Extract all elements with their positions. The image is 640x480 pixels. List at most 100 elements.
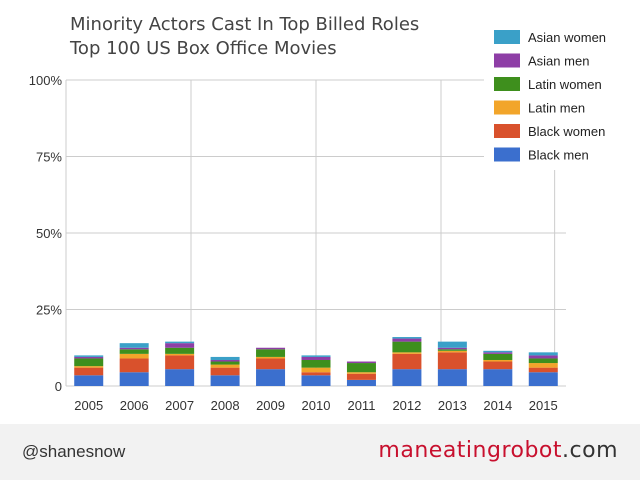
bar-segment-latin-women	[165, 347, 195, 354]
bar-segment-latin-men	[256, 356, 286, 359]
bar-segment-black-men	[119, 372, 149, 386]
bar-segment-asian-men	[210, 359, 240, 362]
site-logo[interactable]: maneatingrobot.com	[378, 438, 618, 463]
bar-segment-latin-women	[74, 358, 104, 367]
y-tick-label: 0	[55, 379, 62, 394]
bar-segment-black-women	[301, 372, 331, 376]
bar-segment-latin-men	[346, 372, 376, 374]
bar-segment-asian-men	[346, 361, 376, 364]
bar-segment-black-women	[256, 358, 286, 370]
bar-segment-latin-men	[119, 353, 149, 359]
bar-segment-asian-men	[165, 343, 195, 348]
bar-segment-latin-men	[210, 364, 240, 368]
legend-swatch-asian-men	[494, 53, 520, 68]
bar-segment-asian-women	[119, 343, 149, 348]
y-tick-label: 25%	[36, 303, 62, 318]
x-tick-label: 2010	[302, 398, 331, 413]
bar-segment-black-men	[165, 369, 195, 386]
bar-segment-black-men	[392, 369, 422, 386]
bar-segment-latin-women	[483, 353, 513, 360]
bar-segment-black-women	[210, 367, 240, 376]
bar-segment-black-women	[483, 361, 513, 370]
bar-segment-black-women	[74, 367, 104, 376]
y-axis: 0 25% 50% 75% 100%	[29, 73, 63, 394]
chart-title-line-2: Top 100 US Box Office Movies	[69, 38, 337, 59]
bar-segment-latin-men	[437, 350, 467, 353]
bar-segment-asian-women	[528, 352, 558, 356]
bar-segment-asian-men	[301, 356, 331, 360]
legend-label-black-women: Black women	[528, 124, 605, 139]
bar-segment-asian-women	[392, 337, 422, 339]
bar-segment-latin-men	[165, 353, 195, 356]
bar-segment-asian-women	[437, 341, 467, 348]
legend-swatch-latin-women	[494, 77, 520, 91]
bar-segment-black-men	[256, 369, 286, 386]
x-tick-label: 2006	[120, 398, 149, 413]
bar-segment-latin-men	[74, 366, 104, 368]
chart-title-line-1: Minority Actors Cast In Top Billed Roles	[70, 14, 419, 35]
bar-segment-asian-women	[165, 341, 195, 344]
legend-label-asian-men: Asian men	[528, 54, 589, 69]
bar-segment-latin-men	[301, 367, 331, 373]
bar-segment-asian-women	[74, 355, 104, 357]
bar-segment-latin-men	[483, 359, 513, 362]
bar-segment-asian-men	[119, 347, 149, 350]
bar-segment-black-men	[301, 375, 331, 386]
bar-segment-black-women	[165, 355, 195, 370]
logo-tld: .com	[562, 438, 618, 463]
x-axis: 2005 2006 2007 2008 2009 2010 2011 2012 2013 2014…	[74, 398, 557, 413]
legend-swatch-black-men	[494, 147, 520, 162]
bar-segment-latin-women	[301, 359, 331, 368]
bar-segment-asian-women	[483, 350, 513, 353]
x-tick-label: 2008	[211, 398, 240, 413]
footer: @shanesnow maneatingrobot.com	[0, 424, 640, 480]
bar-segment-asian-men	[256, 347, 286, 350]
logo-brand: maneatingrobot	[378, 438, 563, 463]
bar-segment-black-women	[528, 367, 558, 373]
bar-segment-asian-women	[301, 355, 331, 357]
x-tick-label: 2005	[74, 398, 103, 413]
bar-segment-latin-women	[528, 358, 558, 364]
legend: Asian women Asian men Latin women Latin men…	[484, 22, 622, 170]
bar-segment-black-women	[392, 353, 422, 370]
legend-swatch-asian-women	[494, 30, 520, 44]
legend-label-asian-women: Asian women	[528, 30, 606, 45]
bar-segment-black-women	[119, 358, 149, 373]
legend-label-black-men: Black men	[528, 148, 589, 163]
x-tick-label: 2015	[529, 398, 558, 413]
bar-segment-latin-women	[210, 361, 240, 365]
x-tick-label: 2012	[392, 398, 421, 413]
x-tick-label: 2013	[438, 398, 467, 413]
bar-segment-black-women	[437, 352, 467, 370]
bar-segment-latin-women	[119, 349, 149, 354]
bar-segment-black-men	[74, 375, 104, 386]
bar-segment-black-men	[346, 379, 376, 386]
bar-segment-black-men	[483, 369, 513, 386]
bar-segment-latin-women	[392, 341, 422, 353]
bar-segment-latin-women	[346, 363, 376, 373]
bar-segment-asian-men	[392, 338, 422, 342]
bar-segment-asian-men	[528, 355, 558, 359]
bars	[74, 337, 558, 386]
y-tick-label: 100%	[29, 73, 63, 88]
chart: Minority Actors Cast In Top Billed Roles…	[28, 14, 622, 413]
x-tick-label: 2009	[256, 398, 285, 413]
x-tick-label: 2007	[165, 398, 194, 413]
legend-label-latin-men: Latin men	[528, 101, 585, 116]
bar-segment-latin-men	[392, 352, 422, 354]
grid	[65, 79, 566, 387]
x-tick-label: 2011	[347, 398, 375, 413]
legend-swatch-black-women	[494, 124, 520, 138]
bar-segment-latin-women	[256, 349, 286, 357]
bar-segment-latin-women	[437, 349, 467, 351]
bar-segment-black-men	[437, 369, 467, 386]
legend-background	[484, 22, 622, 170]
y-tick-label: 75%	[36, 150, 62, 165]
bar-segment-asian-men	[483, 352, 513, 354]
twitter-handle[interactable]: @shanesnow	[22, 442, 126, 461]
bar-segment-black-men	[210, 375, 240, 386]
bar-segment-latin-men	[528, 363, 558, 368]
bar-segment-asian-men	[437, 347, 467, 350]
bar-segment-black-women	[346, 373, 376, 380]
bar-segment-black-men	[528, 372, 558, 386]
